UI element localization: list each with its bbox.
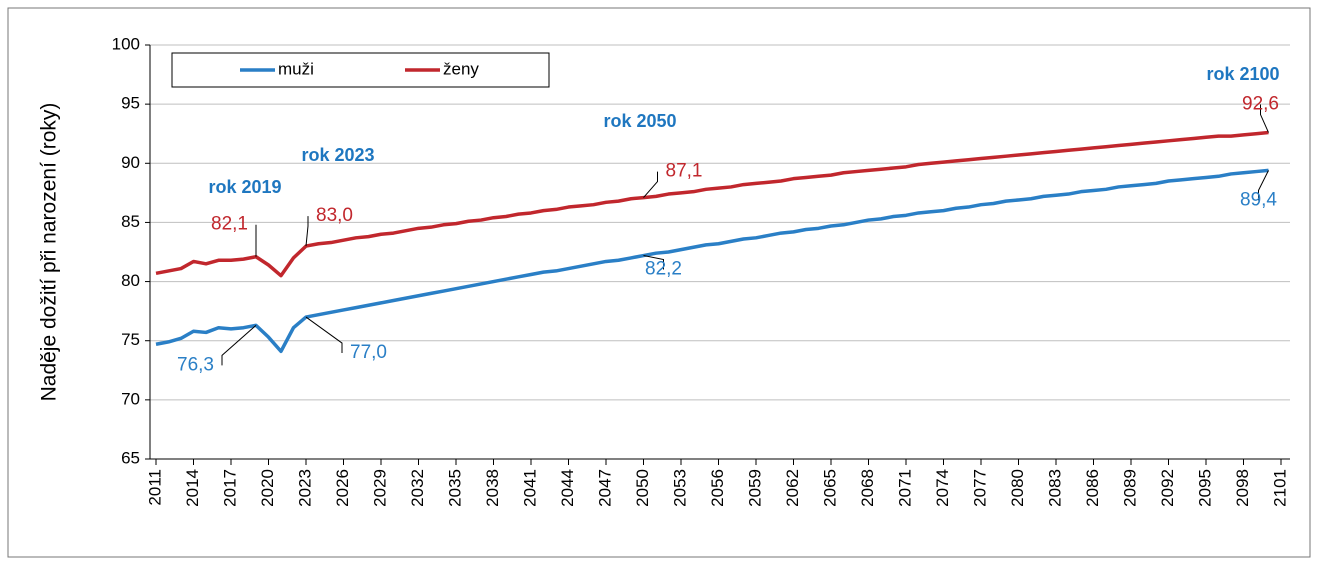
x-tick-label: 2077 — [970, 469, 989, 507]
series-line — [155, 168, 1269, 354]
leader-line — [305, 216, 309, 247]
x-tick-label: 2074 — [933, 469, 952, 507]
x-tick-label: 2080 — [1008, 469, 1027, 507]
x-tick-label: 2038 — [483, 469, 502, 507]
x-tick-label: 2050 — [633, 469, 652, 507]
y-tick-label: 80 — [121, 271, 140, 290]
x-tick-label: 2041 — [520, 469, 539, 507]
x-tick-label: 2044 — [558, 469, 577, 507]
x-tick-label: 2101 — [1270, 469, 1289, 507]
y-tick-label: 85 — [121, 212, 140, 231]
x-tick-label: 2026 — [333, 469, 352, 507]
leader-line — [643, 171, 658, 198]
x-tick-label: 2035 — [445, 469, 464, 507]
y-tick-label: 75 — [121, 330, 140, 349]
x-tick-label: 2020 — [258, 469, 277, 507]
data-label: 92,6 — [1242, 94, 1279, 115]
x-tick-label: 2083 — [1045, 469, 1064, 507]
x-tick-label: 2017 — [220, 469, 239, 507]
y-tick-label: 70 — [121, 389, 140, 408]
data-label: 82,1 — [211, 214, 248, 235]
leader-line — [1258, 170, 1269, 201]
data-label: 87,1 — [666, 161, 703, 182]
x-tick-label: 2011 — [145, 469, 164, 506]
y-tick-label: 65 — [121, 448, 140, 467]
x-tick-label: 2023 — [295, 469, 314, 507]
annotation: rok 2019 — [208, 177, 281, 197]
data-label: 77,0 — [350, 342, 387, 363]
x-tick-label: 2047 — [595, 469, 614, 507]
y-tick-label: 90 — [121, 153, 140, 172]
annotation: rok 2100 — [1206, 64, 1279, 84]
x-tick-label: 2059 — [745, 469, 764, 507]
leader-line — [643, 255, 664, 270]
x-tick-label: 2095 — [1195, 469, 1214, 507]
x-tick-label: 2029 — [370, 469, 389, 507]
x-tick-label: 2098 — [1233, 469, 1252, 507]
x-tick-label: 2092 — [1158, 469, 1177, 507]
x-tick-label: 2071 — [895, 469, 914, 507]
x-tick-label: 2056 — [708, 469, 727, 507]
legend-label: muži — [278, 59, 314, 78]
x-tick-label: 2053 — [670, 469, 689, 507]
y-tick-label: 95 — [121, 94, 140, 113]
chart-frame — [7, 7, 1311, 558]
legend-label: ženy — [443, 59, 479, 78]
x-tick-label: 2065 — [820, 469, 839, 507]
leader-line — [305, 316, 343, 354]
data-label: 83,0 — [316, 205, 353, 226]
series-line — [155, 130, 1269, 278]
annotation: rok 2050 — [603, 111, 676, 131]
annotation: rok 2023 — [301, 145, 374, 165]
leader-line — [221, 324, 257, 366]
x-tick-label: 2062 — [783, 469, 802, 507]
x-tick-label: 2089 — [1120, 469, 1139, 507]
data-label: 89,4 — [1240, 189, 1277, 210]
data-label: 82,2 — [645, 259, 682, 280]
y-axis-label: Naděje dožití při narození (roky) — [38, 103, 61, 402]
x-tick-label: 2068 — [858, 469, 877, 507]
legend-box — [171, 52, 550, 88]
x-tick-label: 2032 — [408, 469, 427, 507]
y-tick-label: 100 — [112, 34, 140, 53]
leader-line — [1260, 104, 1269, 133]
x-tick-label: 2014 — [183, 469, 202, 507]
data-label: 76,3 — [177, 354, 214, 375]
x-tick-label: 2086 — [1083, 469, 1102, 507]
